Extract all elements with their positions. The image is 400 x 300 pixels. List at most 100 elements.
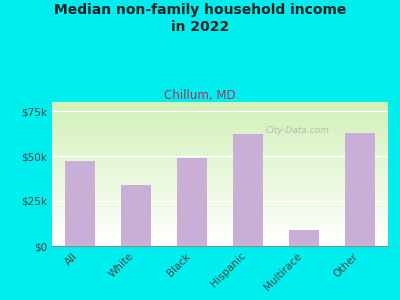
Bar — [52, 162, 388, 163]
Bar — [52, 184, 388, 185]
Bar — [52, 237, 388, 238]
Bar — [52, 223, 388, 224]
Bar — [52, 119, 388, 120]
Bar — [52, 220, 388, 221]
Bar — [52, 154, 388, 155]
Bar — [52, 148, 388, 149]
Bar — [52, 195, 388, 196]
Bar — [52, 104, 388, 105]
Bar — [52, 210, 388, 211]
Bar — [52, 188, 388, 189]
Bar — [52, 124, 388, 125]
Bar — [52, 212, 388, 213]
Bar — [52, 164, 388, 165]
Bar — [52, 126, 388, 127]
Bar — [52, 201, 388, 202]
Bar — [52, 202, 388, 203]
Bar — [52, 134, 388, 135]
Bar — [52, 125, 388, 126]
Bar — [52, 123, 388, 124]
Bar — [52, 175, 388, 176]
Bar — [52, 105, 388, 106]
Bar — [52, 179, 388, 180]
Bar — [52, 218, 388, 219]
Bar — [289, 230, 320, 246]
Bar — [52, 153, 388, 154]
Bar — [52, 238, 388, 239]
Bar — [52, 113, 388, 114]
Bar — [52, 239, 388, 240]
Bar — [52, 192, 388, 193]
Bar — [52, 183, 388, 184]
Text: Chillum, MD: Chillum, MD — [164, 88, 236, 101]
Bar — [344, 133, 375, 246]
Bar — [52, 127, 388, 128]
Bar — [52, 214, 388, 215]
Bar — [52, 231, 388, 232]
Bar — [52, 145, 388, 146]
Bar — [52, 130, 388, 131]
Bar — [52, 207, 388, 208]
Bar — [52, 199, 388, 200]
Bar — [52, 172, 388, 173]
Bar — [52, 120, 388, 121]
Bar — [52, 206, 388, 207]
Bar — [52, 176, 388, 177]
Bar — [52, 243, 388, 244]
Bar — [52, 229, 388, 230]
Bar — [52, 161, 388, 162]
Bar — [52, 216, 388, 217]
Bar — [52, 193, 388, 194]
Bar — [52, 107, 388, 108]
Bar — [52, 159, 388, 160]
Bar — [52, 209, 388, 210]
Bar — [52, 233, 388, 234]
Text: Median non-family household income
in 2022: Median non-family household income in 20… — [54, 3, 346, 34]
Bar — [52, 171, 388, 172]
Bar — [52, 155, 388, 156]
Bar — [52, 182, 388, 183]
Bar — [52, 194, 388, 195]
Bar — [52, 136, 388, 137]
Bar — [52, 196, 388, 197]
Bar — [52, 198, 388, 199]
Bar — [52, 138, 388, 139]
Bar — [121, 185, 151, 246]
Bar — [52, 115, 388, 116]
Bar — [52, 241, 388, 242]
Bar — [52, 139, 388, 140]
Bar — [52, 221, 388, 222]
Bar — [52, 200, 388, 201]
Bar — [64, 161, 96, 246]
Text: City-Data.com: City-Data.com — [265, 126, 329, 135]
Bar — [52, 219, 388, 220]
Bar — [52, 235, 388, 236]
Bar — [52, 121, 388, 122]
Bar — [52, 230, 388, 231]
Bar — [52, 189, 388, 190]
Bar — [52, 157, 388, 158]
Bar — [52, 205, 388, 206]
Bar — [52, 173, 388, 174]
Bar — [52, 167, 388, 168]
Bar — [52, 150, 388, 151]
Bar — [52, 137, 388, 138]
Bar — [52, 128, 388, 129]
Bar — [52, 203, 388, 204]
Bar — [52, 228, 388, 229]
Bar — [52, 190, 388, 191]
Bar — [52, 108, 388, 109]
Bar — [52, 234, 388, 235]
Bar — [52, 144, 388, 145]
Bar — [52, 227, 388, 228]
Bar — [52, 133, 388, 134]
Bar — [52, 177, 388, 178]
Bar — [52, 117, 388, 118]
Bar — [52, 143, 388, 144]
Bar — [52, 149, 388, 150]
Bar — [52, 211, 388, 212]
Bar — [52, 232, 388, 233]
Bar — [52, 122, 388, 123]
Bar — [52, 114, 388, 115]
Bar — [52, 244, 388, 245]
